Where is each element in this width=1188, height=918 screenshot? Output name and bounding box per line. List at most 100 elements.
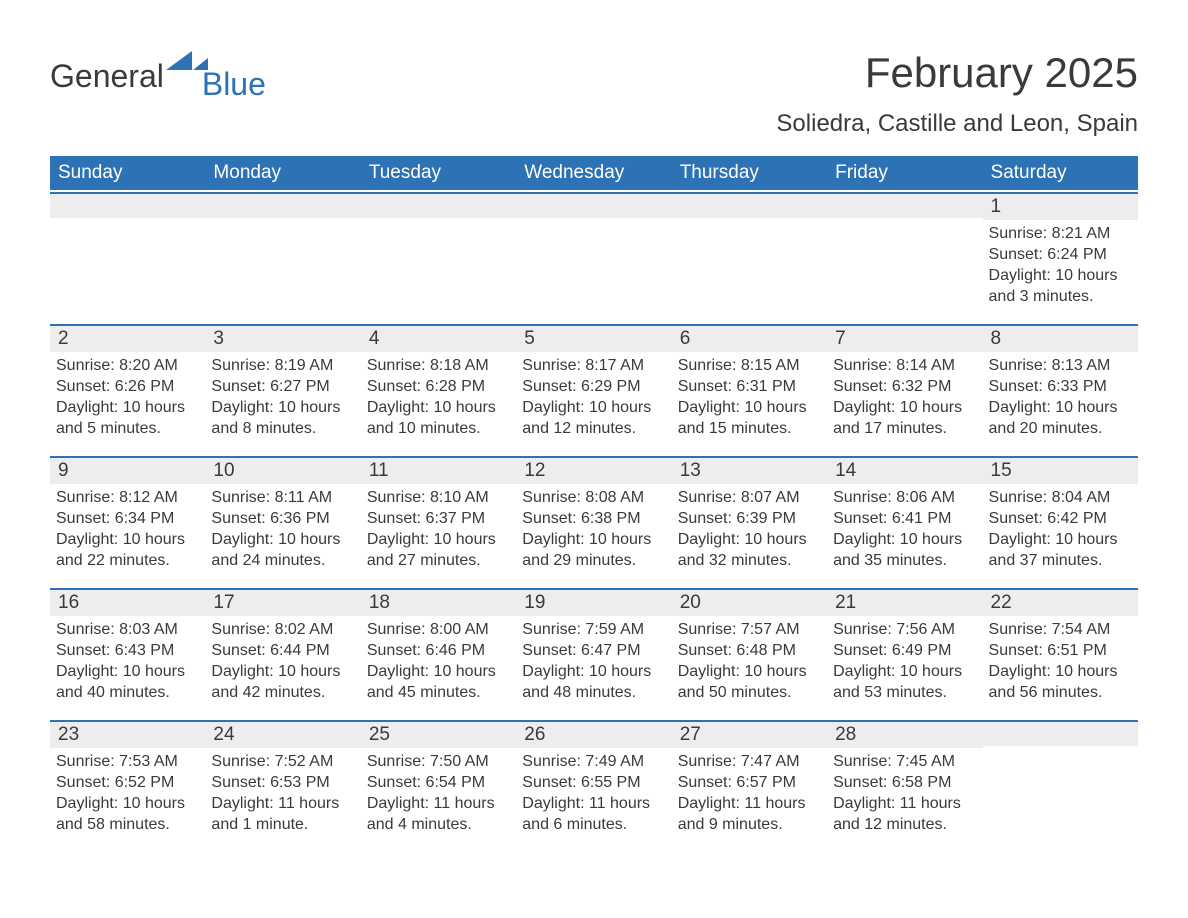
sunset-text: Sunset: 6:43 PM xyxy=(56,641,199,662)
calendar-week: 1Sunrise: 8:21 AMSunset: 6:24 PMDaylight… xyxy=(50,192,1138,322)
day-details: Sunrise: 7:56 AMSunset: 6:49 PMDaylight:… xyxy=(827,616,982,705)
sunrise-text: Sunrise: 7:56 AM xyxy=(833,620,976,641)
day-details: Sunrise: 7:49 AMSunset: 6:55 PMDaylight:… xyxy=(516,748,671,837)
sunset-text: Sunset: 6:41 PM xyxy=(833,509,976,530)
day-number xyxy=(983,722,1138,746)
sunset-text: Sunset: 6:31 PM xyxy=(678,377,821,398)
day-details: Sunrise: 8:15 AMSunset: 6:31 PMDaylight:… xyxy=(672,352,827,441)
calendar-cell: 23Sunrise: 7:53 AMSunset: 6:52 PMDayligh… xyxy=(50,722,205,837)
calendar-cell: 22Sunrise: 7:54 AMSunset: 6:51 PMDayligh… xyxy=(983,590,1138,718)
daylight-text: Daylight: 11 hours and 12 minutes. xyxy=(833,794,976,836)
brand-word-1: General xyxy=(50,58,164,95)
location-subtitle: Soliedra, Castille and Leon, Spain xyxy=(776,110,1138,138)
sunset-text: Sunset: 6:42 PM xyxy=(989,509,1132,530)
daylight-text: Daylight: 10 hours and 29 minutes. xyxy=(522,530,665,572)
day-number: 8 xyxy=(983,326,1138,352)
day-number: 18 xyxy=(361,590,516,616)
sunrise-text: Sunrise: 8:00 AM xyxy=(367,620,510,641)
weeks-container: 1Sunrise: 8:21 AMSunset: 6:24 PMDaylight… xyxy=(50,192,1138,837)
sunset-text: Sunset: 6:33 PM xyxy=(989,377,1132,398)
calendar-cell xyxy=(672,194,827,322)
sunrise-text: Sunrise: 8:11 AM xyxy=(211,488,354,509)
calendar-cell: 19Sunrise: 7:59 AMSunset: 6:47 PMDayligh… xyxy=(516,590,671,718)
day-number xyxy=(361,194,516,218)
sunset-text: Sunset: 6:27 PM xyxy=(211,377,354,398)
day-details: Sunrise: 7:47 AMSunset: 6:57 PMDaylight:… xyxy=(672,748,827,837)
day-number: 20 xyxy=(672,590,827,616)
day-details: Sunrise: 8:21 AMSunset: 6:24 PMDaylight:… xyxy=(983,220,1138,309)
day-number: 28 xyxy=(827,722,982,748)
day-details: Sunrise: 7:52 AMSunset: 6:53 PMDaylight:… xyxy=(205,748,360,837)
daylight-text: Daylight: 10 hours and 15 minutes. xyxy=(678,398,821,440)
sunrise-text: Sunrise: 8:07 AM xyxy=(678,488,821,509)
day-details: Sunrise: 8:04 AMSunset: 6:42 PMDaylight:… xyxy=(983,484,1138,573)
day-number: 4 xyxy=(361,326,516,352)
sunrise-text: Sunrise: 7:53 AM xyxy=(56,752,199,773)
daylight-text: Daylight: 10 hours and 5 minutes. xyxy=(56,398,199,440)
weekday-header: Tuesday xyxy=(361,156,516,190)
daylight-text: Daylight: 10 hours and 53 minutes. xyxy=(833,662,976,704)
calendar-cell: 4Sunrise: 8:18 AMSunset: 6:28 PMDaylight… xyxy=(361,326,516,454)
sunset-text: Sunset: 6:29 PM xyxy=(522,377,665,398)
calendar-cell xyxy=(205,194,360,322)
calendar-cell: 7Sunrise: 8:14 AMSunset: 6:32 PMDaylight… xyxy=(827,326,982,454)
day-number: 9 xyxy=(50,458,205,484)
day-number: 13 xyxy=(672,458,827,484)
calendar-cell: 28Sunrise: 7:45 AMSunset: 6:58 PMDayligh… xyxy=(827,722,982,837)
day-details: Sunrise: 8:00 AMSunset: 6:46 PMDaylight:… xyxy=(361,616,516,705)
sunrise-text: Sunrise: 8:15 AM xyxy=(678,356,821,377)
calendar-cell: 27Sunrise: 7:47 AMSunset: 6:57 PMDayligh… xyxy=(672,722,827,837)
day-number: 15 xyxy=(983,458,1138,484)
sunrise-text: Sunrise: 8:04 AM xyxy=(989,488,1132,509)
sunset-text: Sunset: 6:32 PM xyxy=(833,377,976,398)
sunrise-text: Sunrise: 8:19 AM xyxy=(211,356,354,377)
day-number: 23 xyxy=(50,722,205,748)
day-number: 7 xyxy=(827,326,982,352)
sunrise-text: Sunrise: 7:54 AM xyxy=(989,620,1132,641)
sunrise-text: Sunrise: 7:49 AM xyxy=(522,752,665,773)
calendar-cell: 11Sunrise: 8:10 AMSunset: 6:37 PMDayligh… xyxy=(361,458,516,586)
sunrise-text: Sunrise: 8:12 AM xyxy=(56,488,199,509)
weekday-header: Thursday xyxy=(672,156,827,190)
calendar-week: 23Sunrise: 7:53 AMSunset: 6:52 PMDayligh… xyxy=(50,720,1138,837)
day-details: Sunrise: 8:07 AMSunset: 6:39 PMDaylight:… xyxy=(672,484,827,573)
calendar-cell: 20Sunrise: 7:57 AMSunset: 6:48 PMDayligh… xyxy=(672,590,827,718)
header-row: General Blue February 2025 Soliedra, Cas… xyxy=(50,50,1138,138)
day-details: Sunrise: 8:19 AMSunset: 6:27 PMDaylight:… xyxy=(205,352,360,441)
calendar-cell xyxy=(516,194,671,322)
calendar-week: 16Sunrise: 8:03 AMSunset: 6:43 PMDayligh… xyxy=(50,588,1138,718)
sunrise-text: Sunrise: 7:50 AM xyxy=(367,752,510,773)
day-number: 2 xyxy=(50,326,205,352)
sunrise-text: Sunrise: 8:10 AM xyxy=(367,488,510,509)
day-number: 21 xyxy=(827,590,982,616)
calendar-cell: 9Sunrise: 8:12 AMSunset: 6:34 PMDaylight… xyxy=(50,458,205,586)
daylight-text: Daylight: 10 hours and 27 minutes. xyxy=(367,530,510,572)
daylight-text: Daylight: 10 hours and 8 minutes. xyxy=(211,398,354,440)
sunset-text: Sunset: 6:55 PM xyxy=(522,773,665,794)
sunrise-text: Sunrise: 7:52 AM xyxy=(211,752,354,773)
day-number xyxy=(50,194,205,218)
daylight-text: Daylight: 11 hours and 4 minutes. xyxy=(367,794,510,836)
weekday-header: Sunday xyxy=(50,156,205,190)
sunrise-text: Sunrise: 8:14 AM xyxy=(833,356,976,377)
sunset-text: Sunset: 6:47 PM xyxy=(522,641,665,662)
day-details: Sunrise: 8:06 AMSunset: 6:41 PMDaylight:… xyxy=(827,484,982,573)
daylight-text: Daylight: 11 hours and 9 minutes. xyxy=(678,794,821,836)
weekday-header-row: Sunday Monday Tuesday Wednesday Thursday… xyxy=(50,156,1138,190)
day-number: 17 xyxy=(205,590,360,616)
calendar-cell xyxy=(50,194,205,322)
daylight-text: Daylight: 10 hours and 58 minutes. xyxy=(56,794,199,836)
calendar-cell: 26Sunrise: 7:49 AMSunset: 6:55 PMDayligh… xyxy=(516,722,671,837)
brand-logo: General Blue xyxy=(50,50,266,103)
weekday-header: Monday xyxy=(205,156,360,190)
calendar-cell: 1Sunrise: 8:21 AMSunset: 6:24 PMDaylight… xyxy=(983,194,1138,322)
month-title: February 2025 xyxy=(776,50,1138,96)
daylight-text: Daylight: 10 hours and 56 minutes. xyxy=(989,662,1132,704)
day-number: 3 xyxy=(205,326,360,352)
sunset-text: Sunset: 6:28 PM xyxy=(367,377,510,398)
calendar-cell: 5Sunrise: 8:17 AMSunset: 6:29 PMDaylight… xyxy=(516,326,671,454)
daylight-text: Daylight: 10 hours and 40 minutes. xyxy=(56,662,199,704)
calendar-cell: 12Sunrise: 8:08 AMSunset: 6:38 PMDayligh… xyxy=(516,458,671,586)
day-details: Sunrise: 7:54 AMSunset: 6:51 PMDaylight:… xyxy=(983,616,1138,705)
day-details: Sunrise: 8:10 AMSunset: 6:37 PMDaylight:… xyxy=(361,484,516,573)
